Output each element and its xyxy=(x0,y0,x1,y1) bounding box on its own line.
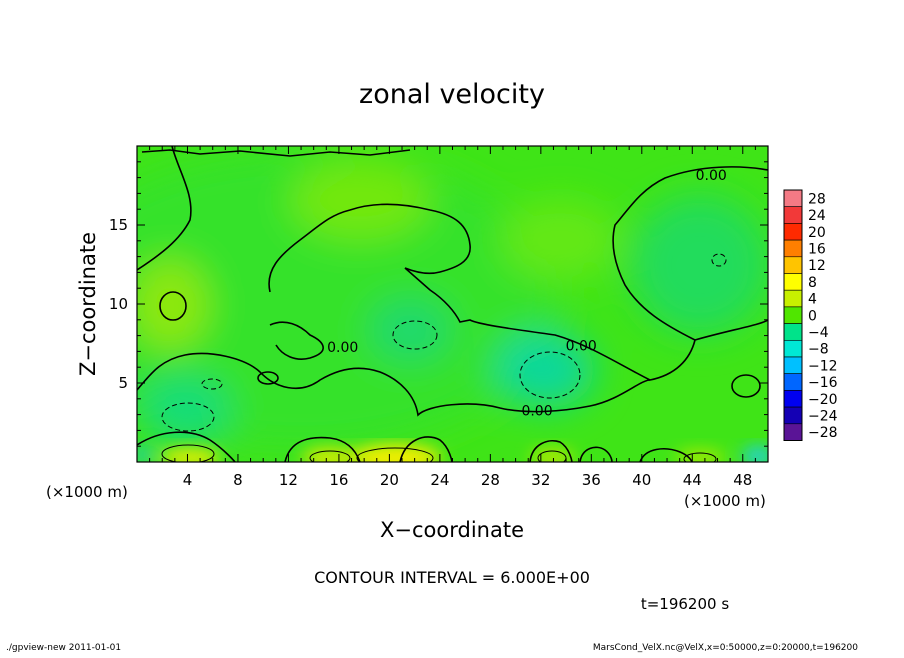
y-axis-label: Z−coordinate xyxy=(76,232,100,376)
x-unit-right: (×1000 m) xyxy=(684,492,766,510)
colorbar-swatch xyxy=(783,339,803,358)
time-label: t=196200 s xyxy=(641,595,729,613)
surface-maxima xyxy=(137,444,768,462)
colorbar-swatch xyxy=(783,256,803,274)
colorbar-swatch xyxy=(783,223,803,241)
footer-right: MarsCond_VelX.nc@VelX,x=0:50000,z=0:2000… xyxy=(593,643,858,653)
colorbar-label: −28 xyxy=(808,425,838,441)
contour-label: 0.00 xyxy=(521,403,552,419)
colorbar-label: 8 xyxy=(808,275,817,291)
x-tick-label: 20 xyxy=(380,471,399,489)
colorbar-label: 20 xyxy=(808,225,826,241)
y-tick-label: 5 xyxy=(118,374,128,392)
contour-interval-note: CONTOUR INTERVAL = 6.000E+00 xyxy=(314,568,590,587)
x-tick-label: 32 xyxy=(531,471,550,489)
colorbar-swatch xyxy=(783,206,803,224)
contour-label: 0.00 xyxy=(566,339,597,355)
colorbar-label: −20 xyxy=(808,392,838,408)
contour-zero-lines xyxy=(137,146,768,462)
colorbar-label: −24 xyxy=(808,408,838,424)
footer-left: ./gpview-new 2011-01-01 xyxy=(6,643,121,653)
color-field xyxy=(137,150,768,450)
chart-title: zonal velocity xyxy=(359,79,545,110)
colorbar-label: −12 xyxy=(808,358,838,374)
x-tick-label: 4 xyxy=(183,471,193,489)
x-axis-label: X−coordinate xyxy=(380,518,524,542)
colorbar-swatch xyxy=(783,273,803,291)
x-tick-label: 48 xyxy=(733,471,752,489)
x-axis: 4 8 12 16 20 24 28 32 36 40 44 48 xyxy=(136,146,769,489)
colorbar-label: 4 xyxy=(808,292,817,308)
y-tick-label: 15 xyxy=(109,216,128,234)
colorbar-label: 28 xyxy=(808,191,826,207)
colorbar-label: 0 xyxy=(808,308,817,324)
colorbar-label: −16 xyxy=(808,375,838,391)
colorbar-label: 12 xyxy=(808,258,826,274)
plot-area: 0.00 0.00 0.00 0.00 xyxy=(137,146,768,462)
x-tick-label: 28 xyxy=(481,471,500,489)
contour-labels: 0.00 0.00 0.00 0.00 xyxy=(327,168,727,419)
y-tick-label: 10 xyxy=(109,295,128,313)
x-tick-label: 24 xyxy=(430,471,449,489)
colorbar-label: 16 xyxy=(808,241,826,257)
colorbar-label: −4 xyxy=(808,325,829,341)
x-unit-left: (×1000 m) xyxy=(46,483,128,501)
colorbar-label: 24 xyxy=(808,208,826,224)
colorbar-label: −8 xyxy=(808,342,829,358)
x-tick-label: 16 xyxy=(329,471,348,489)
colorbar-swatch xyxy=(783,423,803,441)
colorbar-swatch xyxy=(783,390,803,408)
colorbar-swatch xyxy=(783,406,803,425)
x-tick-label: 12 xyxy=(279,471,298,489)
colorbar-swatch xyxy=(783,373,803,391)
x-tick-label: 40 xyxy=(632,471,651,489)
x-tick-label: 8 xyxy=(233,471,243,489)
colorbar-swatch xyxy=(783,306,803,324)
contour-label: 0.00 xyxy=(696,168,727,184)
contour-label: 0.00 xyxy=(327,340,358,356)
colorbar-swatch xyxy=(783,323,803,341)
y-axis: 5 10 15 xyxy=(109,145,768,463)
x-tick-label: 36 xyxy=(582,471,601,489)
colorbar-swatch xyxy=(783,239,803,258)
x-tick-label: 44 xyxy=(683,471,702,489)
colorbar-frame xyxy=(783,189,803,441)
colorbar-swatch xyxy=(783,289,803,308)
contour-negative-lines xyxy=(161,253,727,432)
colorbar-swatch xyxy=(783,189,803,208)
contour-positive-lines xyxy=(161,444,717,462)
colorbar-swatch xyxy=(783,356,803,375)
